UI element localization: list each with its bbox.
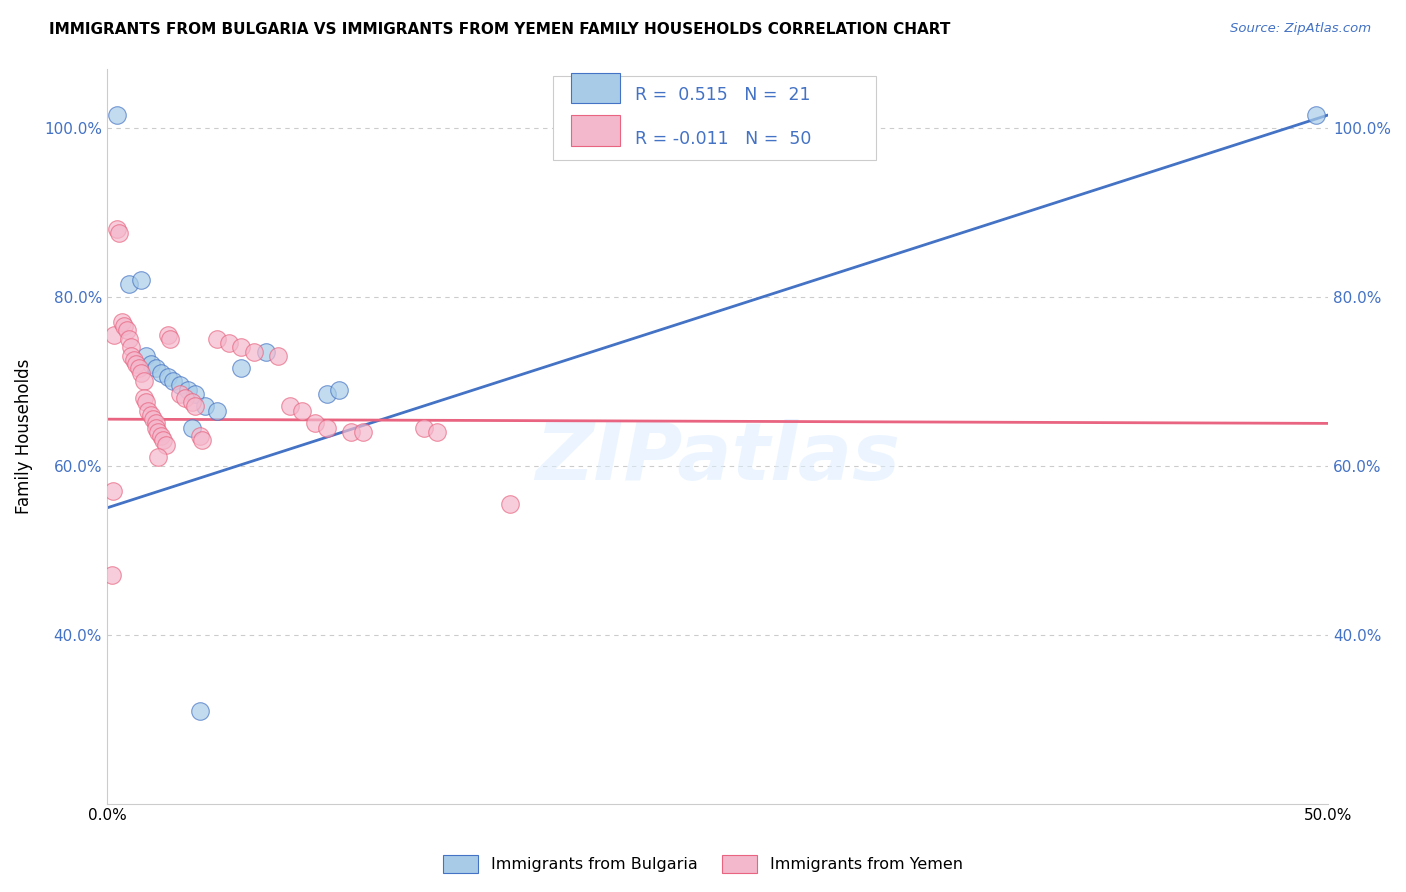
Point xyxy=(128,361,150,376)
Point xyxy=(148,425,170,439)
Point xyxy=(169,387,191,401)
FancyBboxPatch shape xyxy=(571,115,620,145)
Point xyxy=(242,344,264,359)
Point xyxy=(254,344,277,359)
Point xyxy=(176,383,198,397)
Point xyxy=(162,374,184,388)
Point xyxy=(159,332,181,346)
Point xyxy=(340,425,363,439)
Point xyxy=(108,227,131,241)
Point xyxy=(155,437,177,451)
Point xyxy=(129,273,152,287)
Point xyxy=(103,327,125,342)
Point xyxy=(191,434,214,448)
Point xyxy=(149,429,172,443)
Point xyxy=(188,704,211,718)
Text: R = -0.011   N =  50: R = -0.011 N = 50 xyxy=(634,130,811,148)
Point xyxy=(328,383,350,397)
Point xyxy=(291,403,314,417)
Point xyxy=(132,391,155,405)
Point xyxy=(111,315,134,329)
Point xyxy=(101,568,124,582)
Point xyxy=(267,349,290,363)
Point xyxy=(105,222,128,236)
Point xyxy=(122,353,145,368)
Point xyxy=(218,336,240,351)
Point xyxy=(315,420,337,434)
Point xyxy=(118,332,141,346)
Point xyxy=(112,319,135,334)
Point xyxy=(188,429,211,443)
Point xyxy=(231,361,253,376)
Point xyxy=(174,391,197,405)
Point xyxy=(315,387,337,401)
Point xyxy=(132,374,155,388)
Text: IMMIGRANTS FROM BULGARIA VS IMMIGRANTS FROM YEMEN FAMILY HOUSEHOLDS CORRELATION : IMMIGRANTS FROM BULGARIA VS IMMIGRANTS F… xyxy=(49,22,950,37)
Point xyxy=(139,408,162,422)
FancyBboxPatch shape xyxy=(571,72,620,103)
Point xyxy=(205,403,228,417)
Point xyxy=(142,412,165,426)
Point xyxy=(135,395,157,409)
Text: ZIPatlas: ZIPatlas xyxy=(536,419,900,497)
Point xyxy=(149,366,172,380)
FancyBboxPatch shape xyxy=(553,76,876,161)
Point xyxy=(413,420,436,434)
Text: R =  0.515   N =  21: R = 0.515 N = 21 xyxy=(634,87,810,104)
Point xyxy=(194,400,217,414)
Point xyxy=(120,349,142,363)
Point xyxy=(304,417,326,431)
Point xyxy=(145,420,167,434)
Point xyxy=(152,434,174,448)
Point xyxy=(135,349,157,363)
Point xyxy=(120,340,142,354)
Point xyxy=(184,387,207,401)
Point xyxy=(145,417,167,431)
Point xyxy=(231,340,253,354)
Point xyxy=(181,395,204,409)
Point xyxy=(181,420,204,434)
Point xyxy=(352,425,374,439)
Point xyxy=(426,425,449,439)
Point xyxy=(157,327,180,342)
Point xyxy=(145,361,167,376)
Text: Source: ZipAtlas.com: Source: ZipAtlas.com xyxy=(1230,22,1371,36)
Point xyxy=(105,108,128,122)
Point xyxy=(125,357,148,371)
Point xyxy=(184,400,207,414)
Y-axis label: Family Households: Family Households xyxy=(15,359,32,514)
Point xyxy=(205,332,228,346)
Point xyxy=(157,370,180,384)
Point xyxy=(139,357,162,371)
Legend: Immigrants from Bulgaria, Immigrants from Yemen: Immigrants from Bulgaria, Immigrants fro… xyxy=(437,848,969,880)
Point xyxy=(169,378,191,392)
Point xyxy=(138,403,160,417)
Point xyxy=(101,483,124,498)
Point xyxy=(499,497,522,511)
Point xyxy=(278,400,301,414)
Point xyxy=(148,450,170,465)
Point xyxy=(115,323,138,337)
Point xyxy=(129,366,152,380)
Point xyxy=(118,277,141,291)
Point xyxy=(1305,108,1327,122)
